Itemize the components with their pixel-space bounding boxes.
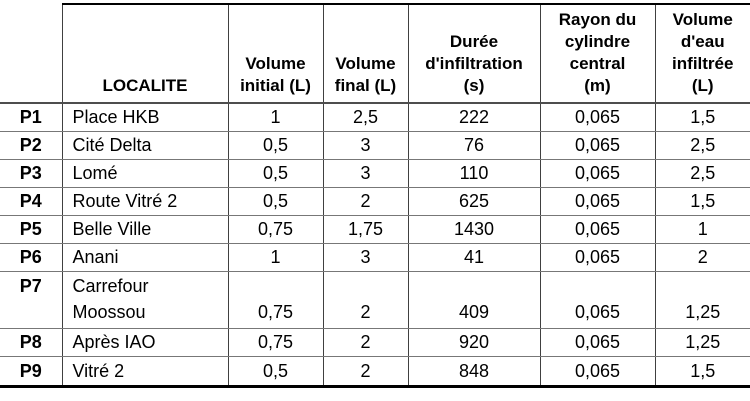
cell-volume-final: 3 [322, 159, 408, 188]
table-row-p7: P7 Carrefour Moossou 0,75 2 409 0,065 1,… [0, 271, 750, 329]
cell-duree: 76 [407, 131, 540, 160]
cell-duree: 920 [407, 328, 540, 357]
cell-localite: Cité Delta [61, 131, 228, 160]
cell-volume-eau: 2 [654, 243, 750, 272]
cell-rayon: 0,065 [539, 159, 655, 188]
cell-localite: Route Vitré 2 [61, 187, 228, 216]
cell-duree: 41 [407, 243, 540, 272]
cell-volume-initial: 0,75 [227, 271, 323, 329]
cell-duree: 848 [407, 356, 540, 388]
cell-rayon: 0,065 [539, 243, 655, 272]
table-body: P1 Place HKB 1 2,5 222 0,065 1,5 P2 Cité… [0, 103, 750, 388]
header-id [0, 4, 62, 104]
cell-localite: Belle Ville [61, 215, 228, 244]
header-duree-infiltration: Durée d'infiltration (s) [407, 3, 540, 104]
cell-volume-final: 1,75 [322, 215, 408, 244]
header-rayon-cylindre: Rayon du cylindre central (m) [539, 3, 655, 104]
cell-row-id: P2 [0, 131, 62, 160]
cell-row-id: P9 [0, 356, 62, 388]
cell-duree: 110 [407, 159, 540, 188]
cell-duree: 222 [407, 103, 540, 132]
cell-rayon: 0,065 [539, 131, 655, 160]
cell-localite: Lomé [61, 159, 228, 188]
cell-localite: Anani [61, 243, 228, 272]
cell-rayon: 0,065 [539, 215, 655, 244]
header-row: LOCALITE Volume initial (L) Volume final… [0, 3, 750, 104]
cell-row-id: P4 [0, 187, 62, 216]
header-localite: LOCALITE [61, 3, 228, 104]
cell-volume-eau: 2,5 [654, 159, 750, 188]
cell-rayon: 0,065 [539, 187, 655, 216]
cell-volume-final: 2 [322, 356, 408, 388]
cell-localite: Place HKB [61, 103, 228, 132]
cell-volume-eau: 1,25 [654, 271, 750, 329]
header-volume-initial: Volume initial (L) [227, 3, 323, 104]
table-row-p1: P1 Place HKB 1 2,5 222 0,065 1,5 [0, 103, 750, 132]
cell-localite: Vitré 2 [61, 356, 228, 388]
cell-row-id: P3 [0, 159, 62, 188]
header-volume-eau: Volume d'eau infiltrée (L) [654, 3, 750, 104]
cell-volume-eau: 1,5 [654, 103, 750, 132]
cell-volume-eau: 1 [654, 215, 750, 244]
cell-volume-final: 3 [322, 243, 408, 272]
table-row-p2: P2 Cité Delta 0,5 3 76 0,065 2,5 [0, 131, 750, 160]
cell-volume-initial: 1 [227, 243, 323, 272]
cell-volume-final: 3 [322, 131, 408, 160]
cell-row-id: P6 [0, 243, 62, 272]
cell-volume-eau: 1,5 [654, 187, 750, 216]
cell-row-id: P5 [0, 215, 62, 244]
cell-rayon: 0,065 [539, 328, 655, 357]
cell-row-id: P1 [0, 103, 62, 132]
cell-volume-initial: 0,5 [227, 187, 323, 216]
cell-duree: 625 [407, 187, 540, 216]
cell-volume-initial: 0,75 [227, 215, 323, 244]
table-row-p6: P6 Anani 1 3 41 0,065 2 [0, 243, 750, 272]
table-row-p4: P4 Route Vitré 2 0,5 2 625 0,065 1,5 [0, 187, 750, 216]
cell-rayon: 0,065 [539, 271, 655, 329]
table-row-p5: P5 Belle Ville 0,75 1,75 1430 0,065 1 [0, 215, 750, 244]
table-row-p8: P8 Après IAO 0,75 2 920 0,065 1,25 [0, 328, 750, 357]
cell-volume-final: 2 [322, 328, 408, 357]
table-row-p9: P9 Vitré 2 0,5 2 848 0,065 1,5 [0, 356, 750, 388]
cell-duree: 409 [407, 271, 540, 329]
cell-volume-initial: 0,75 [227, 328, 323, 357]
cell-rayon: 0,065 [539, 356, 655, 388]
cell-volume-eau: 1,25 [654, 328, 750, 357]
cell-volume-initial: 1 [227, 103, 323, 132]
cell-rayon: 0,065 [539, 103, 655, 132]
cell-duree: 1430 [407, 215, 540, 244]
cell-row-id: P8 [0, 328, 62, 357]
cell-volume-initial: 0,5 [227, 131, 323, 160]
cell-row-id: P7 [0, 271, 62, 329]
table-row-p3: P3 Lomé 0,5 3 110 0,065 2,5 [0, 159, 750, 188]
cell-volume-eau: 2,5 [654, 131, 750, 160]
table-header: LOCALITE Volume initial (L) Volume final… [0, 3, 750, 104]
cell-localite: Après IAO [61, 328, 228, 357]
cell-volume-eau: 1,5 [654, 356, 750, 388]
header-volume-final: Volume final (L) [322, 3, 408, 104]
cell-localite: Carrefour Moossou [61, 271, 228, 329]
cell-volume-initial: 0,5 [227, 356, 323, 388]
cell-volume-initial: 0,5 [227, 159, 323, 188]
infiltration-data-table: LOCALITE Volume initial (L) Volume final… [0, 3, 750, 388]
cell-volume-final: 2,5 [322, 103, 408, 132]
cell-volume-final: 2 [322, 187, 408, 216]
cell-volume-final: 2 [322, 271, 408, 329]
